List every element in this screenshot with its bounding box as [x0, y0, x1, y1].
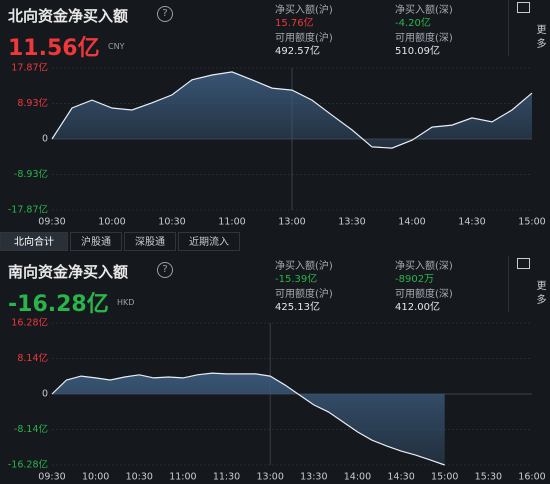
x-tick-label: 09:30 [38, 472, 65, 483]
x-tick-label: 13:30 [338, 217, 365, 228]
y-tick-label: 0 [42, 134, 48, 145]
y-tick-label: -8.93亿 [14, 168, 48, 180]
y-tick-label: 0 [42, 389, 48, 400]
y-tick-label: 8.93亿 [17, 97, 48, 109]
help-icon[interactable]: ? [157, 262, 173, 278]
x-tick-label: 11:30 [213, 472, 240, 483]
x-tick-label: 15:00 [518, 217, 545, 228]
x-tick-label: 14:30 [458, 217, 485, 228]
x-tick-label: 10:00 [82, 472, 109, 483]
stat-label: 可用额度(深) [395, 33, 453, 44]
x-tick-label: 15:30 [475, 472, 502, 483]
x-tick-label: 11:00 [218, 217, 245, 228]
x-tick-label: 13:00 [256, 472, 283, 483]
line [51, 372, 445, 466]
x-tick-label: 10:30 [158, 217, 185, 228]
x-tick-label: 14:00 [344, 472, 371, 483]
stat-value: 425.13亿 [275, 302, 320, 313]
y-tick-label: 16.28亿 [11, 317, 48, 329]
y-tick-label: -8.14亿 [14, 423, 48, 435]
stat-label: 净买入额(沪) [275, 5, 333, 16]
stat-value: -8902万 [395, 274, 435, 285]
stat-value: 510.09亿 [395, 46, 440, 57]
tab[interactable]: 北向合计 [0, 232, 68, 251]
area [52, 71, 532, 149]
line [51, 71, 533, 149]
currency: CNY [108, 42, 125, 51]
x-tick-label: 10:30 [126, 472, 153, 483]
screen-icon[interactable] [517, 258, 530, 269]
x-tick-label: 13:30 [300, 472, 327, 483]
y-tick-label: 8.14亿 [17, 352, 48, 364]
more-panel [508, 256, 550, 312]
stat-label: 可用额度(深) [395, 289, 453, 300]
stat-label: 净买入额(深) [395, 5, 453, 16]
net-value: -16.28亿 [8, 292, 109, 317]
stat-label: 可用额度(沪) [275, 289, 333, 300]
x-tick-label: 16:00 [518, 472, 545, 483]
screen-icon[interactable] [517, 2, 530, 13]
x-tick-label: 15:00 [431, 472, 458, 483]
x-tick-label: 10:00 [98, 217, 125, 228]
area [52, 373, 445, 465]
tab[interactable]: 深股通 [124, 232, 176, 251]
stat-value: 492.57亿 [275, 46, 320, 57]
more-button[interactable]: 更多 [534, 24, 545, 52]
x-tick-label: 14:30 [387, 472, 414, 483]
stat-value: 412.00亿 [395, 302, 440, 313]
y-tick-label: -16.28亿 [8, 459, 48, 471]
stat-label: 净买入额(沪) [275, 261, 333, 272]
tab[interactable]: 近期流入 [178, 232, 240, 251]
net-value: 11.56亿 [8, 36, 100, 61]
more-panel [508, 0, 550, 56]
currency: HKD [117, 298, 135, 307]
x-tick-label: 13:00 [278, 217, 305, 228]
x-tick-label: 14:00 [398, 217, 425, 228]
stat-value: -4.20亿 [395, 18, 431, 29]
x-tick-label: 09:30 [38, 217, 65, 228]
stat-label: 净买入额(深) [395, 261, 453, 272]
tab[interactable]: 沪股通 [70, 232, 122, 251]
more-button[interactable]: 更多 [534, 280, 545, 308]
stat-label: 可用额度(沪) [275, 33, 333, 44]
panel-title: 南向资金净买入额 [8, 263, 129, 281]
stat-value: -15.39亿 [275, 274, 318, 285]
help-icon[interactable]: ? [157, 6, 173, 22]
x-tick-label: 11:00 [169, 472, 196, 483]
panel-title: 北向资金净买入额 [8, 7, 129, 25]
y-tick-label: 17.87亿 [11, 62, 48, 74]
y-tick-label: -17.87亿 [8, 204, 48, 216]
stat-value: 15.76亿 [275, 18, 314, 29]
